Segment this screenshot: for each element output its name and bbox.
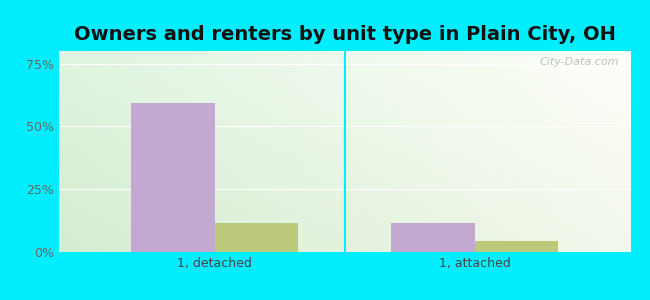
Title: Owners and renters by unit type in Plain City, OH: Owners and renters by unit type in Plain… — [73, 25, 616, 44]
Text: City-Data.com: City-Data.com — [540, 57, 619, 67]
Bar — [131, 103, 214, 252]
Bar — [474, 241, 558, 252]
Bar — [214, 223, 298, 252]
Bar — [391, 223, 474, 252]
